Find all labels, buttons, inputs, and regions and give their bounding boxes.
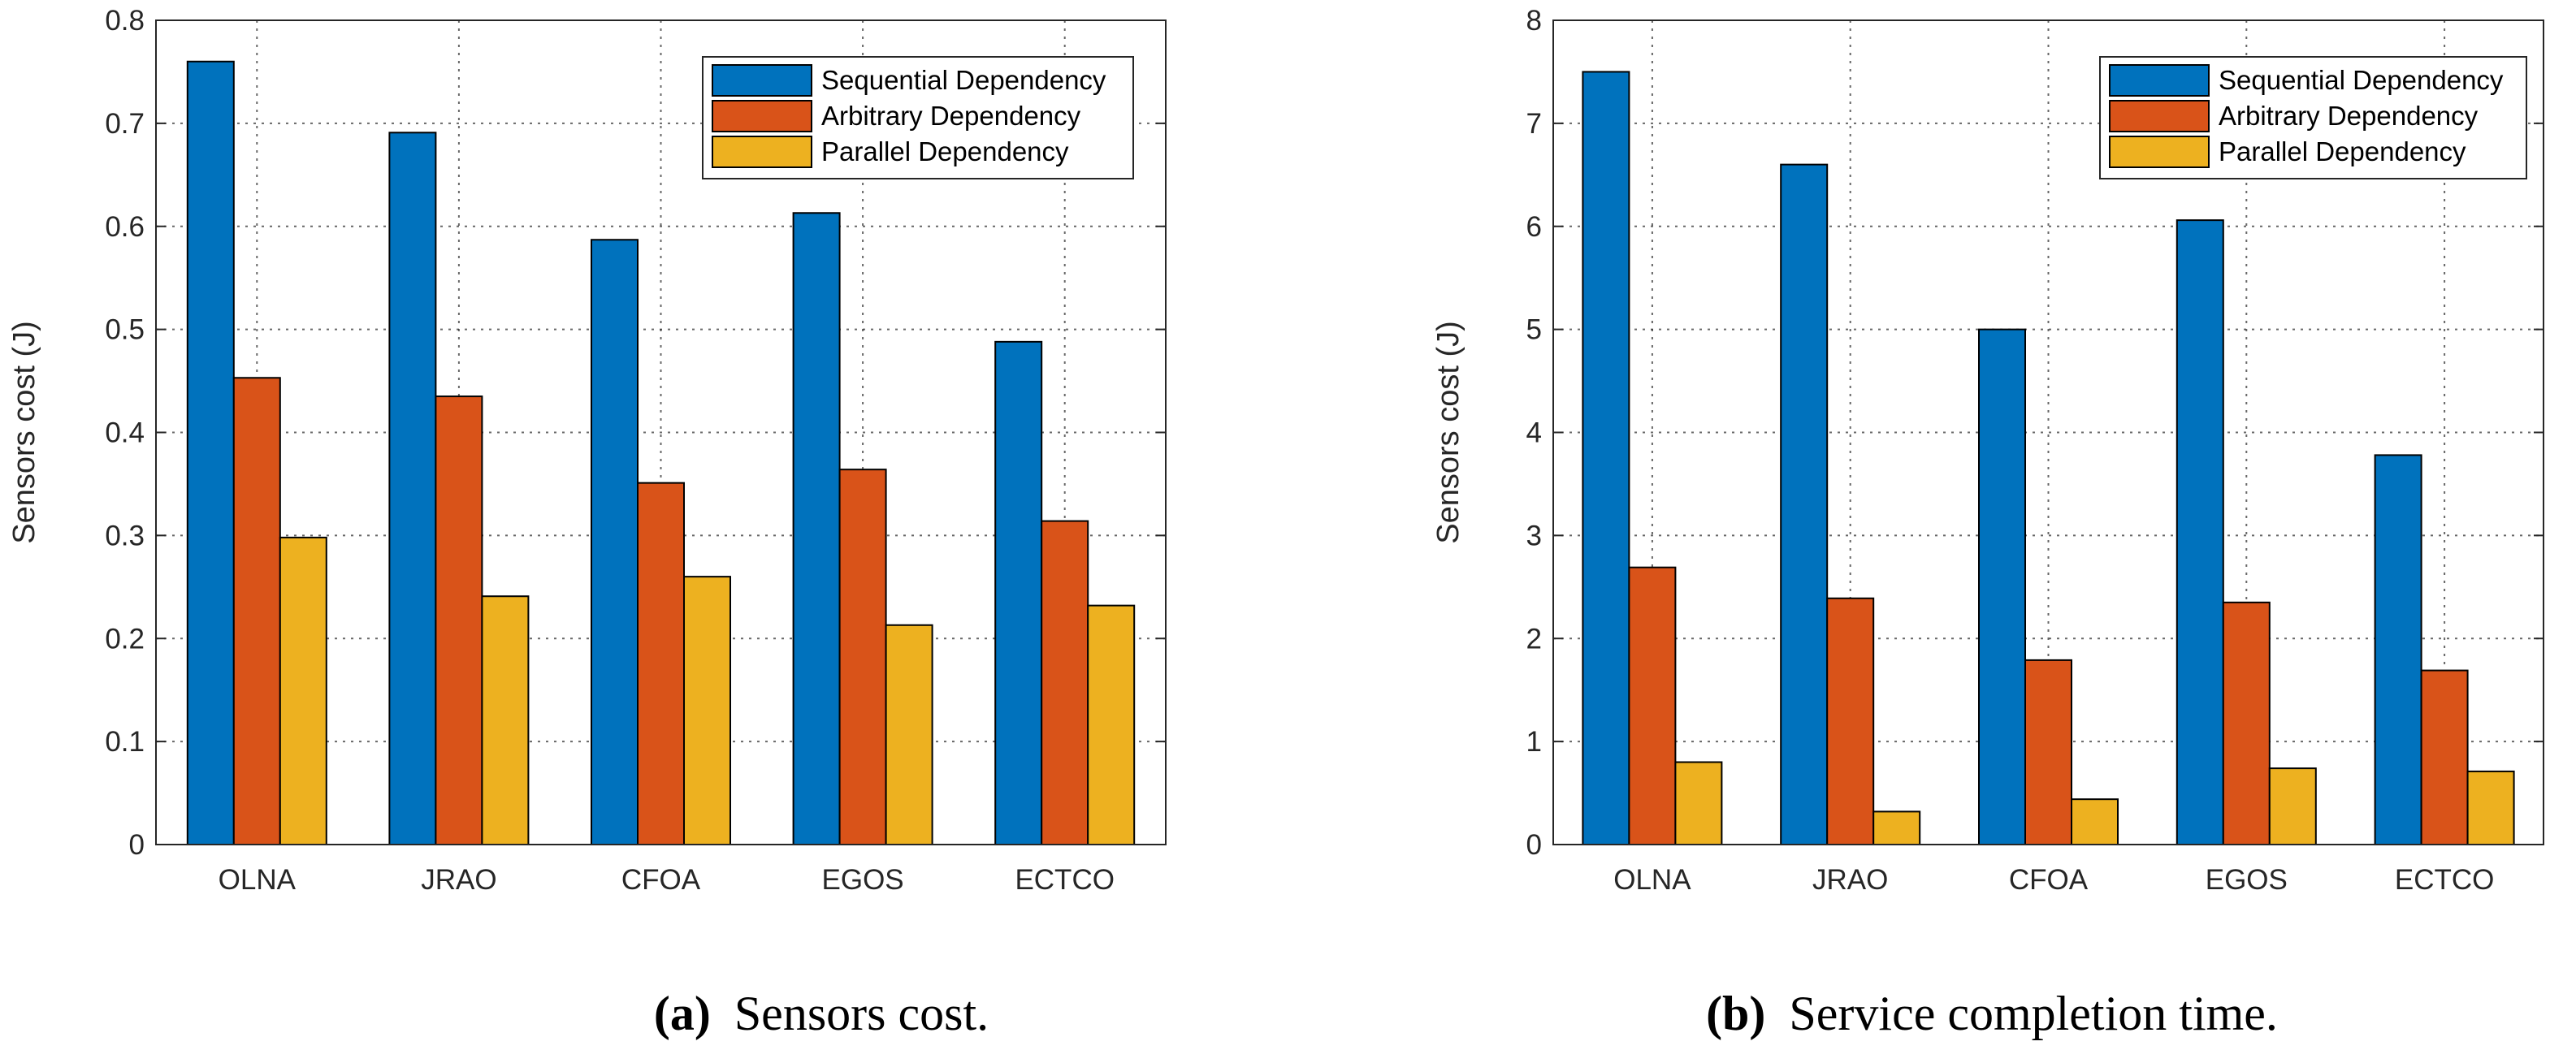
panel-a-legend-swatch-arbitrary <box>712 100 812 132</box>
panel-b-ytick-label: 6 <box>1526 211 1542 243</box>
panel-a-xtick-label: CFOA <box>621 864 701 896</box>
panel-a-bar-sequential-olna <box>186 60 235 845</box>
panel-a-ytick-label: 0.6 <box>105 211 145 243</box>
panel-a-bar-parallel-cfoa <box>683 576 731 845</box>
panel-b-bar-sequential-egos <box>2176 219 2224 845</box>
panel-b-y-axis-label: Sensors cost (J) <box>1431 321 1466 544</box>
panel-b-legend: Sequential Dependency Arbitrary Dependenc… <box>2099 56 2527 179</box>
panel-b-bar-arbitrary-olna <box>1628 566 1677 845</box>
caption-a: (a) Sensors cost. <box>654 987 989 1040</box>
panel-b-bar-arbitrary-jrao <box>1826 597 1875 845</box>
panel-b-ytick-label: 8 <box>1526 5 1542 37</box>
caption-a-text: Sensors cost. <box>734 987 989 1040</box>
panel-a-y-axis-label: Sensors cost (J) <box>7 321 41 544</box>
panel-a-legend-label-parallel: Parallel Dependency <box>821 136 1069 166</box>
panel-b-ytick-label: 7 <box>1526 108 1542 140</box>
panel-b-legend-swatch-sequential <box>2109 64 2210 97</box>
panel-a-ytick-label: 0.3 <box>105 520 145 551</box>
panel-b-ytick-label: 1 <box>1526 726 1542 758</box>
panel-b-bar-sequential-olna <box>1582 71 1630 845</box>
panel-a-bar-arbitrary-jrao <box>435 395 483 845</box>
panel-a-bar-arbitrary-egos <box>838 469 887 845</box>
caption-b-text: Service completion time. <box>1789 987 2278 1040</box>
panel-b-bar-arbitrary-egos <box>2222 601 2271 845</box>
panel-b-bar-arbitrary-cfoa <box>2024 659 2072 845</box>
panel-b-xtick-label: ECTCO <box>2395 864 2495 896</box>
panel-a-ytick-label: 0.5 <box>105 314 145 346</box>
panel-b-axes-box <box>1552 19 2544 845</box>
panel-a-xtick-label: OLNA <box>219 864 297 896</box>
panel-a-legend-label-sequential: Sequential Dependency <box>821 65 1106 95</box>
panel-a-bar-parallel-egos <box>885 624 933 845</box>
panel-a-xtick-label: JRAO <box>421 864 496 896</box>
panel-a-bar-sequential-ectco <box>994 340 1043 846</box>
panel-a-legend-swatch-sequential <box>712 64 812 97</box>
panel-b-bar-parallel-cfoa <box>2071 798 2119 845</box>
panel-b-xtick-label: CFOA <box>2009 864 2089 896</box>
panel-a-bar-arbitrary-ectco <box>1041 520 1089 845</box>
panel-b-bar-arbitrary-ectco <box>2420 669 2469 845</box>
panel-a-bar-parallel-olna <box>279 536 327 845</box>
panel-a-bar-parallel-jrao <box>481 595 530 845</box>
panel-a-xtick-label: EGOS <box>822 864 904 896</box>
panel-a-bar-parallel-ectco <box>1087 604 1136 846</box>
panel-b-bar-parallel-ectco <box>2466 770 2515 846</box>
panel-a-bar-arbitrary-cfoa <box>637 482 685 845</box>
panel-a-ytick-label: 0.8 <box>105 5 145 37</box>
panel-a-bar-sequential-egos <box>792 212 841 846</box>
panel-b-bar-sequential-ectco <box>2374 454 2422 845</box>
panel-a-ytick-label: 0.1 <box>105 726 145 758</box>
panel-a-bar-sequential-cfoa <box>591 239 639 845</box>
panel-b-ytick-label: 5 <box>1526 314 1542 346</box>
panel-b-legend-swatch-parallel <box>2109 136 2210 168</box>
panel-a-sensors-cost: 0 0.1 0.2 0.3 0.4 0.5 0.6 0.7 0.8 OLNA JRAO CFOA EGO… <box>7 5 1167 896</box>
panel-b-bar-parallel-egos <box>2268 767 2317 845</box>
panel-a-ytick-label: 0.4 <box>105 417 145 449</box>
panel-b-xtick-label: JRAO <box>1812 864 1888 896</box>
panel-a-legend: Sequential Dependency Arbitrary Dependenc… <box>702 56 1134 179</box>
panel-b-xtick-label: EGOS <box>2206 864 2288 896</box>
panel-a-legend-label-arbitrary: Arbitrary Dependency <box>821 101 1081 131</box>
caption-a-label: (a) <box>654 987 711 1040</box>
panel-b-xtick-label: OLNA <box>1613 864 1691 896</box>
panel-a-ytick-label: 0 <box>129 829 145 861</box>
panel-a-ytick-label: 0.7 <box>105 108 145 140</box>
panel-a-bar-sequential-jrao <box>388 132 437 845</box>
panel-b-bar-sequential-jrao <box>1780 163 1829 845</box>
panel-b-ytick-label: 2 <box>1526 623 1542 655</box>
panel-b-legend-label-parallel: Parallel Dependency <box>2219 136 2466 166</box>
panel-a-ytick-label: 0.2 <box>105 623 145 655</box>
panel-b-ytick-label: 4 <box>1526 417 1542 449</box>
panel-b-bar-sequential-cfoa <box>1978 328 2026 845</box>
panel-a-bar-arbitrary-olna <box>232 377 281 846</box>
panel-b-ytick-label: 0 <box>1526 829 1542 861</box>
panel-b-legend-swatch-arbitrary <box>2109 100 2210 132</box>
panel-a-xtick-label: ECTCO <box>1015 864 1115 896</box>
caption-b: (b) Service completion time. <box>1706 987 2278 1040</box>
panel-a-axes-box <box>155 19 1167 845</box>
panel-b-legend-label-arbitrary: Arbitrary Dependency <box>2219 101 2479 131</box>
panel-b-ytick-label: 3 <box>1526 520 1542 551</box>
panel-b-bar-parallel-olna <box>1674 761 1723 845</box>
panel-b-legend-label-sequential: Sequential Dependency <box>2219 65 2504 95</box>
panel-a-legend-swatch-parallel <box>712 136 812 168</box>
panel-b-service-completion-time: 0 1 2 3 4 5 6 7 8 OLNA JRAO CFOA EGOS ECTCO Sensors co… <box>1431 5 2544 896</box>
panel-b-bar-parallel-jrao <box>1872 810 1921 846</box>
caption-b-label: (b) <box>1706 987 1765 1040</box>
